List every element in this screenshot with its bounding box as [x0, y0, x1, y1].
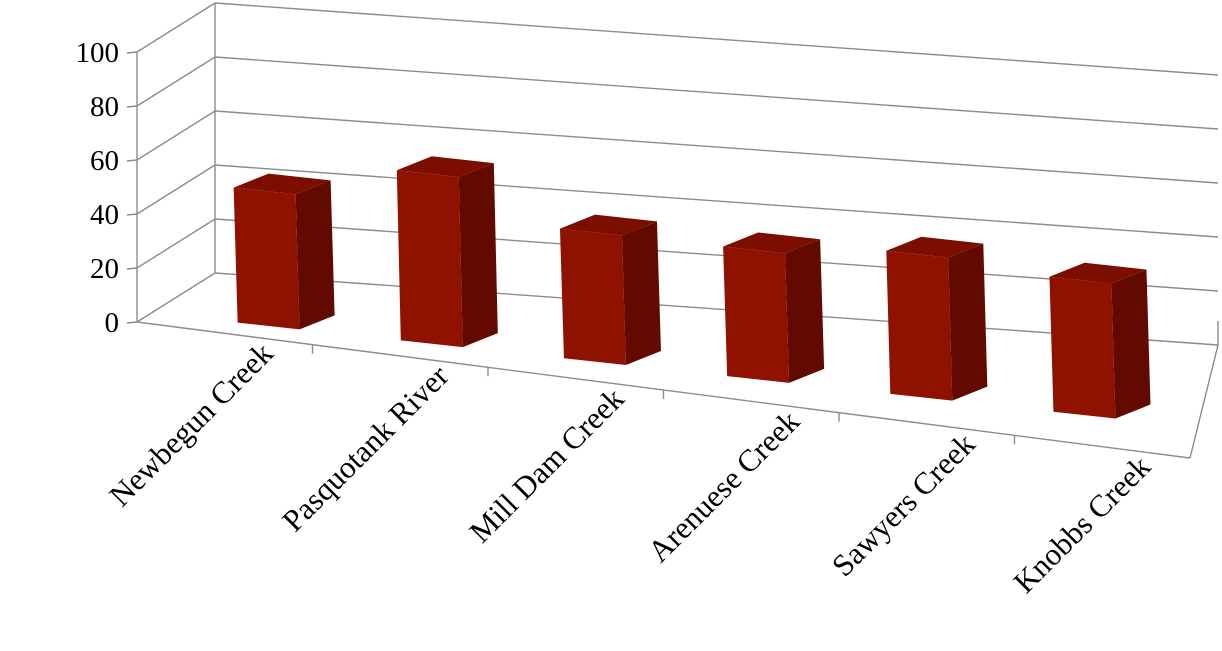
- y-tick-mark: [126, 51, 138, 54]
- y-tick-mark: [126, 213, 138, 216]
- bar-top: [886, 236, 984, 258]
- gridlines: [136, 2, 1219, 346]
- bar-side: [295, 180, 335, 330]
- bar-1: [233, 173, 335, 330]
- y-tick-label: 20: [90, 253, 119, 285]
- floor-right-edge: [1189, 344, 1219, 459]
- side-gridline: [136, 56, 216, 107]
- x-category-label: Newbegun Creek: [102, 335, 280, 513]
- y-tick-label: 40: [90, 199, 119, 231]
- bar-3: [559, 214, 661, 366]
- gridline: [214, 164, 1219, 238]
- bar-side: [458, 163, 498, 348]
- y-tick-label: 100: [76, 37, 120, 69]
- bar-top: [396, 156, 494, 178]
- bar-6: [1049, 262, 1151, 419]
- bar-5: [886, 236, 988, 401]
- bar-top: [723, 232, 821, 254]
- y-tick-mark: [126, 159, 138, 162]
- y-tick-mark: [126, 105, 138, 108]
- axes: [126, 3, 1219, 459]
- bar-front: [886, 250, 953, 401]
- side-gridline: [136, 110, 216, 161]
- gridline: [214, 272, 1219, 346]
- x-category-label: Knobbs Creek: [1006, 449, 1157, 600]
- x-category-label: Arenuese Creek: [641, 403, 807, 569]
- side-gridline: [136, 272, 216, 323]
- gridline: [214, 2, 1219, 76]
- bar-side: [621, 221, 661, 366]
- bar-top: [1049, 262, 1147, 284]
- y-tick-label: 60: [90, 145, 119, 177]
- y-tick-label: 80: [90, 91, 119, 123]
- side-gridline: [136, 164, 216, 215]
- bar-front: [723, 246, 790, 383]
- side-gridline: [136, 218, 216, 269]
- bar-side: [948, 243, 988, 401]
- gridline: [214, 110, 1219, 184]
- bar-front: [396, 170, 463, 348]
- bar-front: [559, 228, 626, 366]
- x-category-label: Sawyers Creek: [825, 426, 982, 583]
- bar-top: [559, 214, 657, 236]
- y-tick-mark: [126, 267, 138, 270]
- bars: [233, 156, 1151, 419]
- x-category-label: Pasquotank River: [275, 358, 455, 538]
- bar-top: [233, 173, 331, 195]
- y-tick-label: 0: [105, 307, 120, 339]
- bar-front: [233, 187, 300, 330]
- bar-front: [1049, 276, 1116, 419]
- y-tick-labels: 0 20 40 60 80 100: [76, 37, 120, 339]
- side-gridline: [136, 2, 216, 53]
- bar-4: [723, 232, 825, 383]
- gridline: [214, 56, 1219, 130]
- y-tick-mark: [126, 321, 138, 324]
- bar-side: [785, 239, 825, 383]
- bar-side: [1111, 269, 1151, 419]
- bar-2: [396, 156, 498, 348]
- x-category-label: Mill Dam Creek: [462, 381, 631, 550]
